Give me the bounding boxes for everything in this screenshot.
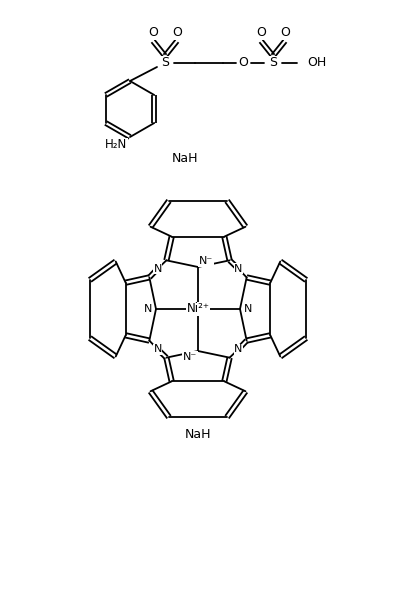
- Text: O: O: [256, 26, 266, 40]
- Text: OH: OH: [307, 56, 326, 69]
- Text: NaH: NaH: [185, 428, 211, 440]
- Text: N: N: [154, 344, 162, 354]
- Text: O: O: [238, 56, 248, 69]
- Text: O: O: [148, 26, 158, 40]
- Text: N: N: [144, 304, 152, 314]
- Text: O: O: [172, 26, 182, 40]
- Text: H₂N: H₂N: [105, 138, 127, 152]
- Text: N⁻: N⁻: [183, 352, 197, 362]
- Text: S: S: [269, 56, 277, 69]
- Text: N: N: [244, 304, 252, 314]
- Text: N: N: [234, 344, 243, 354]
- Text: S: S: [161, 56, 169, 69]
- Text: Ni²⁺: Ni²⁺: [187, 302, 210, 316]
- Text: N: N: [154, 264, 162, 274]
- Text: NaH: NaH: [172, 153, 198, 165]
- Text: N: N: [234, 264, 243, 274]
- Text: N⁻: N⁻: [199, 256, 213, 266]
- Text: O: O: [280, 26, 290, 40]
